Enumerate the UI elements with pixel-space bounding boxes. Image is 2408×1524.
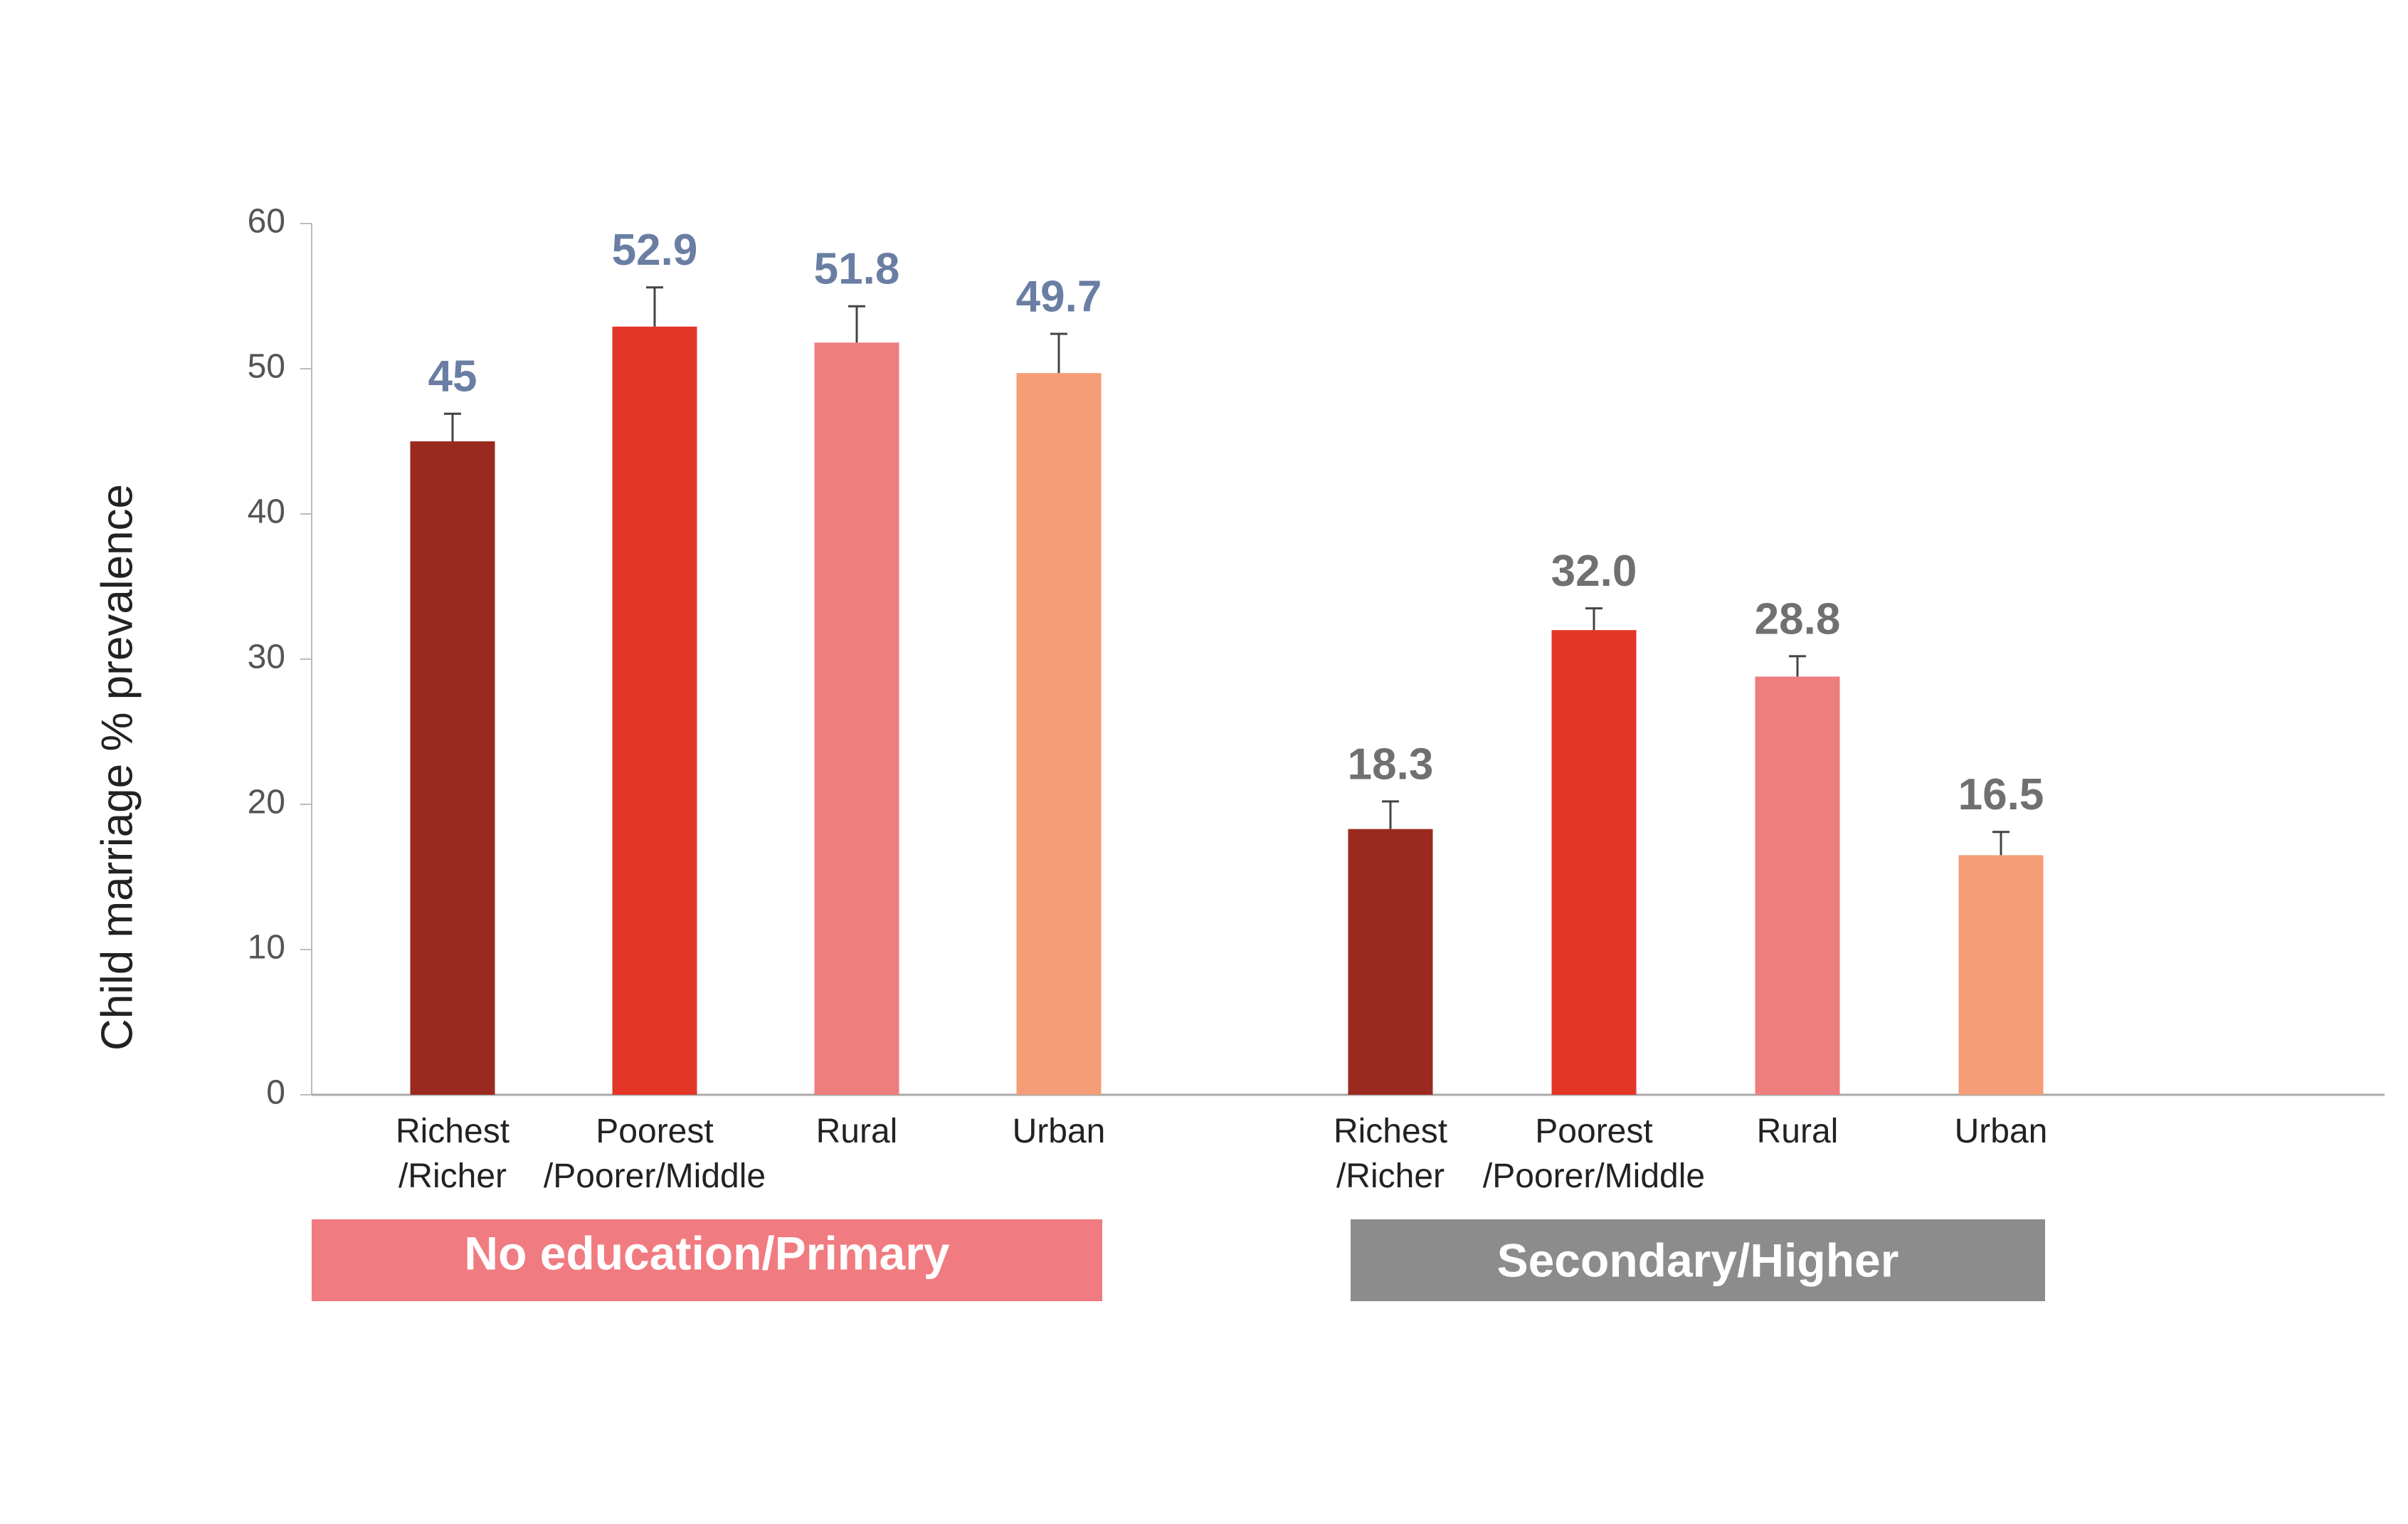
y-tick-label: 50 (248, 348, 285, 386)
value-label: 49.7 (1016, 272, 1102, 321)
x-tick-line: /Richer (1336, 1157, 1445, 1195)
y-tick-label: 30 (248, 638, 285, 676)
y-axis-label: Child marriage % prevalence (93, 484, 142, 1051)
x-tick-line: Richest (396, 1113, 509, 1150)
x-tick-line: Poorest (596, 1113, 713, 1150)
x-tick-label: Urban (1955, 1113, 2048, 1150)
bar (1016, 373, 1102, 1095)
x-tick-line: Poorest (1535, 1113, 1652, 1150)
bar (814, 342, 899, 1095)
y-tick-label: 60 (248, 203, 285, 241)
group-band (1351, 1219, 2045, 1301)
y-tick-label: 0 (266, 1074, 285, 1112)
value-label: 32.0 (1551, 547, 1637, 596)
value-label: 16.5 (1958, 770, 2044, 819)
x-tick-line: /Poorer/Middle (1483, 1157, 1705, 1195)
y-tick-label: 20 (248, 784, 285, 821)
x-tick-line: Urban (1955, 1113, 2048, 1150)
x-tick-line: Richest (1334, 1113, 1447, 1150)
x-tick-label: Poorest/Poorer/Middle (1483, 1113, 1705, 1195)
bar (612, 326, 697, 1095)
value-label: 28.8 (1755, 594, 1841, 643)
x-tick-label: Poorest/Poorer/Middle (544, 1113, 766, 1195)
x-tick-line: /Richer (398, 1157, 507, 1195)
value-label: 18.3 (1348, 740, 1434, 789)
bar (1958, 855, 2044, 1095)
bar (1755, 676, 1840, 1095)
bar (410, 441, 495, 1095)
y-tick-label: 40 (248, 493, 285, 531)
x-tick-line: Urban (1013, 1113, 1106, 1150)
value-label: 51.8 (814, 245, 900, 294)
y-tick-label: 10 (248, 929, 285, 967)
bar (1348, 829, 1433, 1095)
x-tick-label: Rural (1757, 1113, 1839, 1150)
value-label: 52.9 (612, 226, 698, 275)
x-tick-label: Rural (816, 1113, 898, 1150)
x-tick-label: Richest/Richer (396, 1113, 509, 1195)
group-band (312, 1219, 1102, 1301)
x-tick-line: Rural (816, 1113, 898, 1150)
group-label: Secondary/Higher (1497, 1234, 1899, 1286)
x-tick-line: /Poorer/Middle (544, 1157, 766, 1195)
group-label: No education/Primary (464, 1226, 949, 1279)
x-tick-line: Rural (1757, 1113, 1839, 1150)
bar (1551, 630, 1637, 1095)
x-tick-label: Richest/Richer (1334, 1113, 1447, 1195)
value-label: 45 (428, 352, 477, 401)
x-tick-label: Urban (1013, 1113, 1106, 1150)
